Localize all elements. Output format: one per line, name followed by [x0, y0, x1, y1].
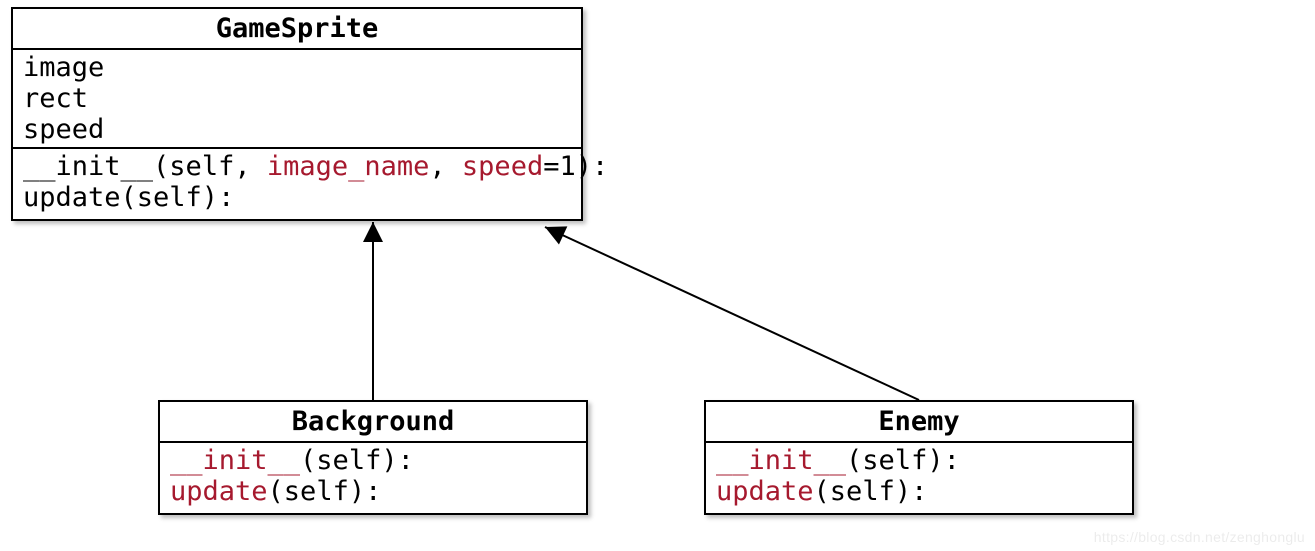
seg: __init__	[716, 445, 846, 476]
attr-row: rect	[23, 83, 571, 114]
class-enemy: Enemy __init__(self): update(self):	[704, 400, 1134, 515]
class-title: GameSprite	[13, 9, 581, 50]
seg: image_name	[267, 151, 430, 182]
method-init: __init__(self, image_name, speed=1):	[23, 151, 571, 182]
seg: update	[170, 476, 268, 507]
class-methods: __init__(self): update(self):	[706, 443, 1132, 513]
seg: update	[716, 476, 814, 507]
seg: =1):	[543, 151, 608, 182]
edge-enemy-to-gamesprite	[545, 227, 919, 400]
watermark: https://blog.csdn.net/zenghonglu	[1094, 529, 1305, 545]
attr-row: speed	[23, 114, 571, 145]
seg: __init__	[23, 151, 153, 182]
seg: (self):	[268, 476, 382, 507]
seg: ,	[429, 151, 462, 182]
seg: (self):	[814, 476, 928, 507]
method-init: __init__(self):	[170, 445, 576, 476]
class-methods: __init__(self): update(self):	[160, 443, 586, 513]
seg: (self,	[153, 151, 267, 182]
class-gamesprite: GameSprite image rect speed __init__(sel…	[11, 7, 583, 221]
class-title: Background	[160, 402, 586, 443]
class-attributes: image rect speed	[13, 50, 581, 149]
seg: (self):	[300, 445, 414, 476]
method-init: __init__(self):	[716, 445, 1122, 476]
seg: (self):	[846, 445, 960, 476]
method-update: update(self):	[716, 476, 1122, 507]
seg: __init__	[170, 445, 300, 476]
attr-row: image	[23, 52, 571, 83]
method-update: update(self):	[170, 476, 576, 507]
class-background: Background __init__(self): update(self):	[158, 400, 588, 515]
uml-canvas: GameSprite image rect speed __init__(sel…	[0, 0, 1315, 551]
method-update: update(self):	[23, 182, 571, 213]
seg: speed	[462, 151, 543, 182]
class-methods: __init__(self, image_name, speed=1): upd…	[13, 149, 581, 219]
seg: update(self):	[23, 182, 234, 213]
class-title: Enemy	[706, 402, 1132, 443]
